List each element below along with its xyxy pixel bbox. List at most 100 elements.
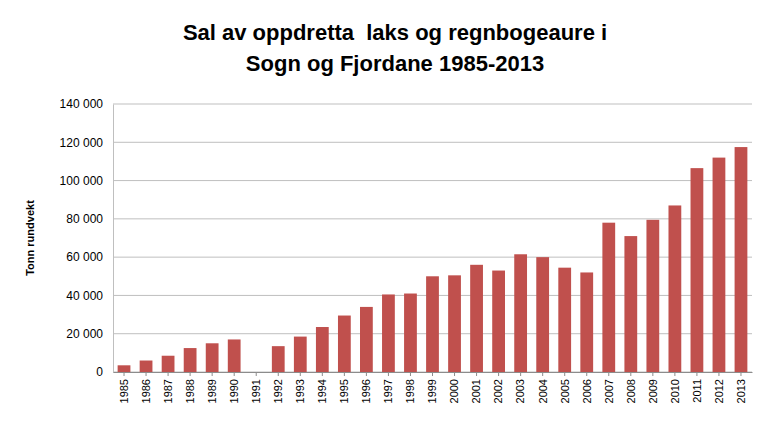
tick-label: 20 000 — [66, 327, 103, 341]
tick-label: 2010 — [669, 379, 681, 403]
bar — [118, 365, 131, 372]
tick-label: 0 — [96, 365, 103, 379]
tick-label: 2007 — [603, 379, 615, 403]
tick-label: 1993 — [294, 379, 306, 403]
bar — [713, 158, 726, 372]
tick-mark — [630, 372, 631, 376]
tick-mark — [278, 372, 279, 376]
tick-mark — [476, 372, 477, 376]
tick-mark — [652, 372, 653, 376]
x-axis: 1985198619871988198919901991199219931994… — [114, 372, 753, 403]
bar — [558, 268, 571, 372]
tick: 1997 — [382, 372, 394, 403]
tick: 1990 — [228, 372, 240, 403]
tick: 2007 — [603, 372, 615, 403]
tick: 2008 — [625, 372, 637, 403]
tick-label: 2003 — [514, 379, 526, 403]
tick: 1991 — [250, 372, 262, 403]
tick: 1992 — [272, 372, 284, 403]
tick-mark — [124, 372, 125, 376]
tick-mark — [344, 372, 345, 376]
bar — [272, 346, 285, 372]
tick-label: 2013 — [735, 379, 747, 403]
tick-mark — [498, 372, 499, 376]
bar — [492, 271, 505, 372]
grid-line — [113, 180, 752, 181]
tick-label: 1997 — [382, 379, 394, 403]
tick: 1998 — [404, 372, 416, 403]
tick: 2011 — [691, 372, 703, 403]
tick-mark — [388, 372, 389, 376]
tick: 60 000 — [66, 250, 113, 264]
tick-label: 120 000 — [60, 136, 104, 150]
bar — [162, 356, 175, 372]
bar — [338, 316, 351, 372]
tick: 0 — [96, 365, 113, 379]
tick-label: 1994 — [316, 379, 328, 403]
bar — [316, 327, 329, 372]
tick: 80 000 — [66, 212, 113, 226]
tick-label: 1991 — [250, 379, 262, 403]
tick-mark — [718, 372, 719, 376]
tick-mark — [542, 372, 543, 376]
tick: 2006 — [581, 372, 593, 403]
tick: 40 000 — [66, 289, 113, 303]
title: Sogn og Fjordane 1985-2013 — [246, 51, 544, 76]
tick-mark — [432, 372, 433, 376]
bar — [470, 265, 483, 372]
tick-mark — [608, 372, 609, 376]
bar — [668, 205, 681, 372]
tick-mark — [322, 372, 323, 376]
tick: 140 000 — [60, 97, 113, 111]
tick-mark — [410, 372, 411, 376]
tick-label: 2012 — [713, 379, 725, 403]
bar — [536, 257, 549, 372]
tick-mark — [696, 372, 697, 376]
tick-label: 80 000 — [66, 212, 103, 226]
tick: 1985 — [118, 372, 130, 403]
bar — [580, 272, 593, 372]
grid-line — [113, 142, 752, 143]
tick-label: 1995 — [338, 379, 350, 403]
tick: 1999 — [426, 372, 438, 403]
tick-label: 1985 — [118, 379, 130, 403]
tick: 2012 — [713, 372, 725, 403]
bar — [514, 254, 527, 372]
tick: 2010 — [669, 372, 681, 403]
grid-line — [113, 104, 752, 105]
bar — [426, 276, 439, 372]
tick-label: 2009 — [647, 379, 659, 403]
tick: 1995 — [338, 372, 350, 403]
tick-mark — [190, 372, 191, 376]
bars — [118, 147, 748, 372]
tick-mark — [740, 372, 741, 376]
tick: 2003 — [514, 372, 526, 403]
tick-label: 1999 — [426, 379, 438, 403]
bar — [228, 339, 241, 372]
grid-line — [113, 218, 752, 219]
tick-label: 140 000 — [60, 97, 104, 111]
bar — [646, 220, 659, 372]
bar — [602, 223, 615, 372]
bar — [360, 307, 373, 372]
tick-label: 1988 — [184, 379, 196, 403]
tick-label: 60 000 — [66, 250, 103, 264]
tick-label: 2000 — [448, 379, 460, 403]
tick-label: 40 000 — [66, 289, 103, 303]
tick: 1988 — [184, 372, 196, 403]
y-axis-title: Tonn rundvekt — [24, 200, 36, 276]
tick-mark — [586, 372, 587, 376]
bar — [382, 294, 395, 372]
tick-label: 1986 — [140, 379, 152, 403]
tick: 2001 — [470, 372, 482, 403]
tick-label: 1992 — [272, 379, 284, 403]
tick: 2005 — [559, 372, 571, 403]
tick-label: 2011 — [691, 379, 703, 403]
tick-mark — [520, 372, 521, 376]
tick-label: 1996 — [360, 379, 372, 403]
tick-mark — [168, 372, 169, 376]
tick-mark — [256, 372, 257, 376]
tick: 2009 — [647, 372, 659, 403]
tick-mark — [454, 372, 455, 376]
bar — [624, 236, 637, 372]
